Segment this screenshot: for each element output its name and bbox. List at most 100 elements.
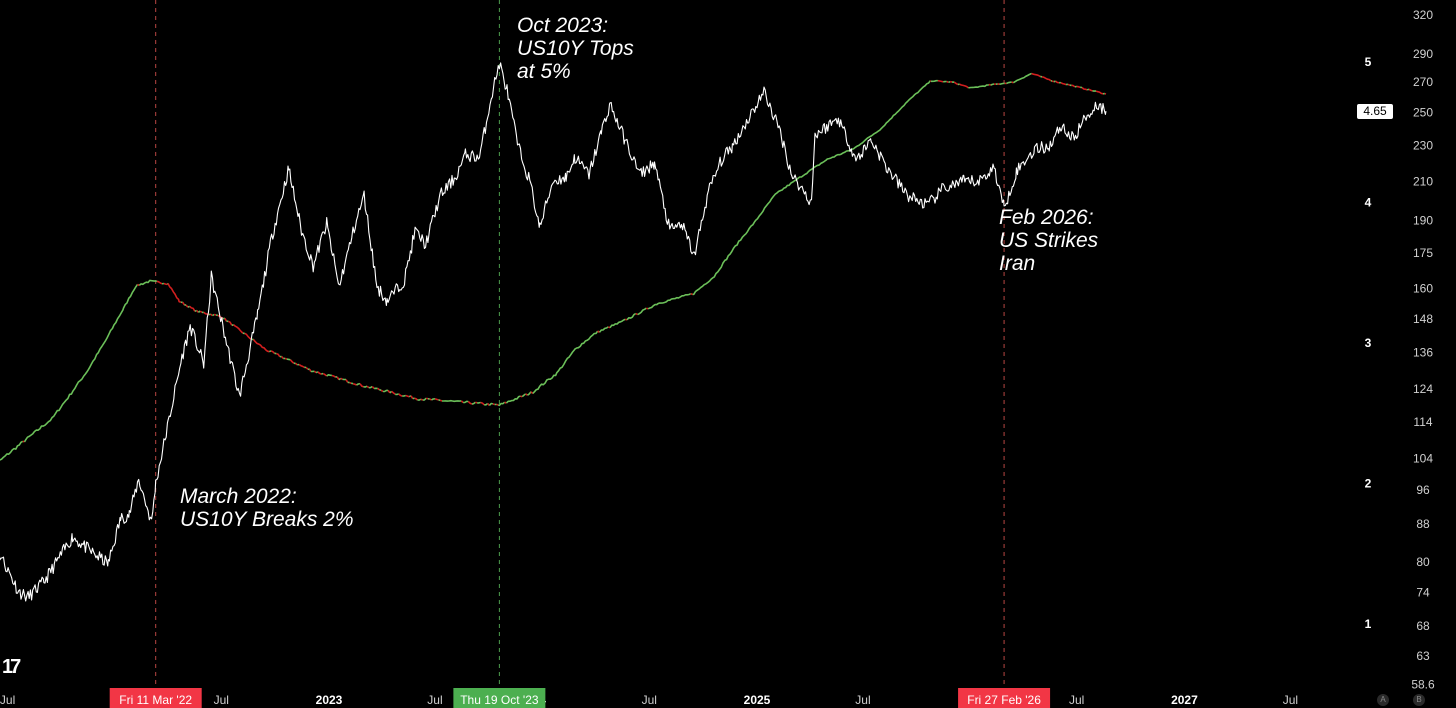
time-axis-tick-label: Jul — [0, 693, 15, 707]
moving-average-segment — [1095, 90, 1104, 95]
moving-average-segment — [356, 382, 361, 386]
moving-average-segment — [1053, 80, 1056, 83]
left-axis-tick-label: 2 — [1365, 477, 1372, 491]
moving-average-segment — [999, 82, 1005, 85]
moving-average-segment — [389, 390, 393, 394]
date-tag-background — [958, 688, 1051, 708]
moving-average-segment — [429, 398, 432, 401]
moving-average-segment — [626, 312, 637, 321]
moving-average-segment — [321, 372, 324, 375]
moving-average-segment — [338, 377, 342, 381]
annotation-mar-2022: March 2022: US10Y Breaks 2% — [180, 485, 354, 531]
right-axis-tick-label: 63 — [1416, 649, 1430, 663]
moving-average-segment — [1031, 72, 1041, 78]
date-tag-label: Thu 19 Oct '23 — [460, 693, 539, 707]
moving-average-segment — [284, 357, 288, 360]
right-axis-tick-label: 320 — [1413, 8, 1433, 22]
moving-average-segment — [359, 383, 364, 388]
moving-average-segment — [308, 368, 312, 372]
moving-average-segment — [1051, 80, 1055, 83]
moving-average-segment — [1067, 83, 1071, 86]
moving-average-segment — [252, 338, 270, 353]
moving-average-segment — [488, 402, 494, 407]
moving-average-segment — [946, 80, 949, 84]
moving-average-segment — [431, 398, 436, 401]
moving-average-segment — [532, 330, 599, 395]
annotation-line: Feb 2026: — [999, 206, 1094, 229]
left-axis-tick-label: 3 — [1365, 336, 1372, 350]
moving-average-segment — [391, 390, 396, 395]
moving-average-segment — [326, 373, 333, 377]
moving-average-segment — [475, 401, 478, 404]
moving-average-segment — [937, 79, 944, 83]
annotations: March 2022: US10Y Breaks 2%Oct 2023: US10Y… — [180, 14, 1099, 531]
tradingview-logo[interactable]: 17 — [2, 656, 21, 678]
moving-average-segment — [1012, 72, 1032, 84]
annotation-line: at 5% — [517, 60, 571, 83]
moving-average-segment — [497, 401, 506, 407]
moving-average-segment — [371, 386, 375, 390]
moving-average-segment — [340, 377, 343, 381]
annotation-line: Oct 2023: — [517, 14, 608, 37]
moving-average-segment — [953, 81, 959, 86]
moving-average-segment — [382, 389, 389, 393]
moving-average-segment — [968, 83, 990, 89]
moving-average-segment — [345, 379, 349, 383]
annotation-line: US Strikes — [999, 229, 1099, 252]
date-tag-label: Fri 27 Feb '26 — [967, 693, 1041, 707]
moving-average-segment — [1055, 80, 1060, 84]
auto-scale-button[interactable]: A — [1377, 694, 1389, 706]
right-axis-tick-label: 230 — [1413, 138, 1433, 152]
right-axis-tick-label: 96 — [1416, 483, 1430, 497]
time-axis-tick-label: 2027 — [1171, 693, 1198, 707]
left-axis-tick-label: 5 — [1365, 55, 1372, 69]
moving-average-segment — [22, 440, 25, 443]
moving-average-segment — [1041, 76, 1052, 82]
moving-average-segment — [930, 79, 938, 83]
moving-average-segment — [410, 395, 414, 400]
moving-average-segment — [167, 283, 182, 304]
moving-average-segment — [496, 403, 499, 406]
moving-average-segment — [471, 401, 476, 405]
left-axis: 5 4 3 2 1 — [1365, 55, 1372, 631]
moving-average-segment — [199, 310, 203, 313]
moving-average-segment — [305, 366, 309, 370]
moving-average-segment — [484, 402, 489, 406]
right-axis-tick-label: 80 — [1416, 555, 1430, 569]
moving-average-segment — [597, 330, 600, 333]
right-axis-tick-label: 124 — [1413, 382, 1433, 396]
moving-average-segment — [194, 309, 198, 313]
left-axis-tick-label: 4 — [1365, 196, 1372, 210]
date-tag-label: Fri 11 Mar '22 — [119, 693, 192, 707]
moving-average-segment — [625, 318, 628, 321]
moving-average-segment — [646, 307, 649, 310]
scale-options-button[interactable]: B — [1413, 694, 1425, 706]
yield-series — [0, 62, 1107, 602]
moving-average-segment — [313, 370, 317, 374]
moving-average-segment — [463, 400, 469, 404]
moving-average-segment — [405, 394, 410, 398]
moving-average-segment — [196, 309, 199, 313]
moving-average-segment — [315, 371, 319, 374]
moving-average-segment — [1006, 81, 1012, 85]
moving-average-segment — [368, 385, 373, 389]
moving-average-segment — [289, 359, 295, 364]
right-axis-tick-label: 74 — [1416, 586, 1430, 600]
moving-average-segment — [990, 83, 995, 86]
moving-average-segment — [647, 292, 692, 310]
moving-average-segment — [527, 391, 532, 396]
moving-average-segment — [1076, 85, 1081, 89]
moving-average-segment — [1011, 81, 1014, 84]
right-axis-tick-label: 160 — [1413, 281, 1433, 295]
right-axis[interactable]: 320 290 270 250 230 210 190 175 160 148 136 124 114 1… — [1411, 8, 1435, 691]
moving-average-segment — [322, 372, 328, 377]
right-axis-tick-label: 175 — [1413, 246, 1433, 260]
right-axis-tick-label: 68 — [1416, 619, 1430, 633]
moving-average-segment — [268, 350, 272, 353]
moving-average-segment — [231, 324, 234, 327]
date-tag-background — [109, 688, 202, 708]
moving-average-segment — [692, 80, 931, 296]
right-axis-tick-label: 210 — [1413, 174, 1433, 188]
moving-average-segment — [442, 399, 462, 403]
